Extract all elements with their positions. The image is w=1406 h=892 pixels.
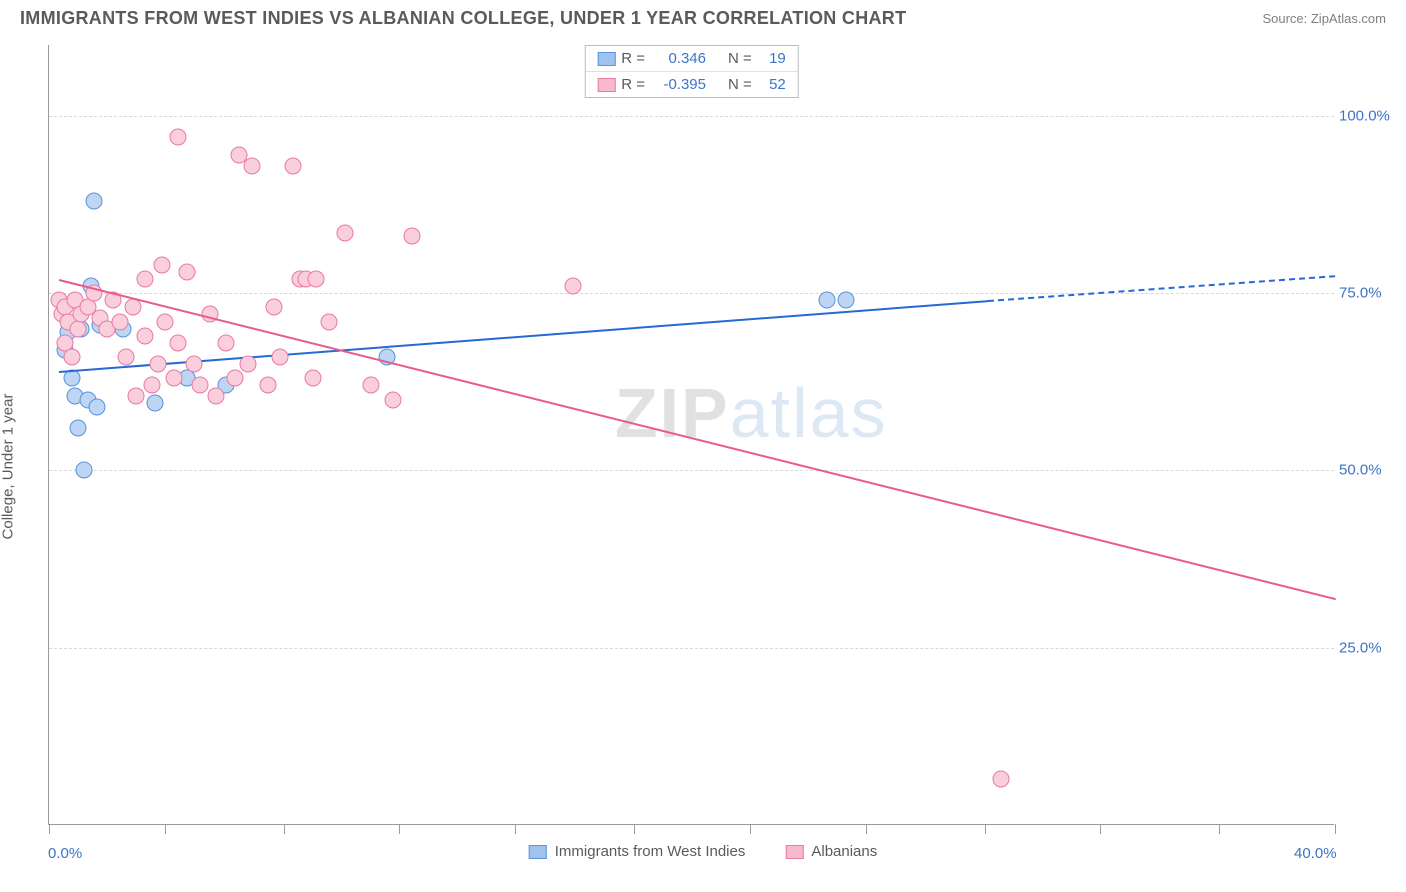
data-point (992, 770, 1009, 787)
chart-title: IMMIGRANTS FROM WEST INDIES VS ALBANIAN … (20, 8, 906, 29)
data-point (147, 395, 164, 412)
legend-series-name: Immigrants from West Indies (555, 843, 746, 860)
data-point (304, 370, 321, 387)
data-point (69, 419, 86, 436)
x-tick (399, 824, 400, 834)
legend-n-label: N = (728, 50, 752, 67)
y-axis-label: College, Under 1 year (0, 394, 17, 540)
data-point (307, 271, 324, 288)
data-point (156, 313, 173, 330)
data-point (118, 349, 135, 366)
data-point (153, 256, 170, 273)
data-point (565, 278, 582, 295)
data-point (63, 349, 80, 366)
data-point (272, 349, 289, 366)
source-attribution: Source: ZipAtlas.com (1262, 11, 1386, 26)
legend-row: R = -0.395 N = 52 (585, 71, 798, 97)
data-point (137, 327, 154, 344)
data-point (266, 299, 283, 316)
y-tick-label: 100.0% (1339, 107, 1394, 124)
legend-r-value: -0.395 (651, 76, 706, 93)
data-point (124, 299, 141, 316)
gridline (49, 470, 1334, 471)
legend-n-value: 52 (758, 76, 786, 93)
legend-r-label: R = (621, 50, 645, 67)
x-tick (49, 824, 50, 834)
watermark: ZIPatlas (615, 373, 888, 453)
data-point (137, 271, 154, 288)
legend-r-value: 0.346 (651, 50, 706, 67)
data-point (240, 356, 257, 373)
y-tick-label: 25.0% (1339, 639, 1394, 656)
data-point (69, 320, 86, 337)
data-point (185, 356, 202, 373)
data-point (86, 193, 103, 210)
series-legend: Immigrants from West Indies Albanians (529, 843, 878, 860)
legend-n-value: 19 (758, 50, 786, 67)
data-point (166, 370, 183, 387)
data-point (192, 377, 209, 394)
data-point (169, 129, 186, 146)
data-point (76, 462, 93, 479)
legend-series-name: Albanians (811, 843, 877, 860)
data-point (404, 228, 421, 245)
data-point (217, 334, 234, 351)
legend-n-label: N = (728, 76, 752, 93)
legend-swatch (597, 78, 615, 92)
gridline (49, 116, 1334, 117)
legend-swatch (529, 845, 547, 859)
legend-swatch (785, 845, 803, 859)
data-point (320, 313, 337, 330)
data-point (111, 313, 128, 330)
legend-item: Albanians (785, 843, 877, 860)
x-tick (866, 824, 867, 834)
data-point (179, 263, 196, 280)
data-point (127, 388, 144, 405)
x-tick-label: 0.0% (48, 845, 82, 862)
data-point (362, 377, 379, 394)
x-tick (1219, 824, 1220, 834)
legend-r-label: R = (621, 76, 645, 93)
x-tick (985, 824, 986, 834)
trend-line-extrapolated (988, 275, 1335, 302)
chart-container: College, Under 1 year R = 0.346 N = 19 R = -0… (0, 33, 1406, 883)
trend-line (58, 279, 1335, 600)
data-point (227, 370, 244, 387)
legend-item: Immigrants from West Indies (529, 843, 746, 860)
plot-area: R =0.346N =19R =-0.395N =52 ZIPatlas 25.… (48, 45, 1334, 825)
data-point (385, 391, 402, 408)
legend-swatch (597, 52, 615, 66)
data-point (208, 388, 225, 405)
data-point (150, 356, 167, 373)
data-point (89, 398, 106, 415)
x-tick (284, 824, 285, 834)
data-point (285, 157, 302, 174)
x-tick-label: 40.0% (1294, 845, 1337, 862)
x-tick (1100, 824, 1101, 834)
data-point (336, 224, 353, 241)
data-point (243, 157, 260, 174)
x-tick (1335, 824, 1336, 834)
y-tick-label: 50.0% (1339, 462, 1394, 479)
data-point (259, 377, 276, 394)
data-point (819, 292, 836, 309)
gridline (49, 648, 1334, 649)
x-tick (515, 824, 516, 834)
data-point (143, 377, 160, 394)
x-tick (165, 824, 166, 834)
y-tick-label: 75.0% (1339, 285, 1394, 302)
data-point (169, 334, 186, 351)
x-tick (634, 824, 635, 834)
correlation-legend: R = 0.346 N = 19 R = -0.395 N = 52 (584, 45, 799, 98)
legend-row: R = 0.346 N = 19 (585, 46, 798, 71)
x-tick (750, 824, 751, 834)
gridline (49, 293, 1334, 294)
data-point (838, 292, 855, 309)
